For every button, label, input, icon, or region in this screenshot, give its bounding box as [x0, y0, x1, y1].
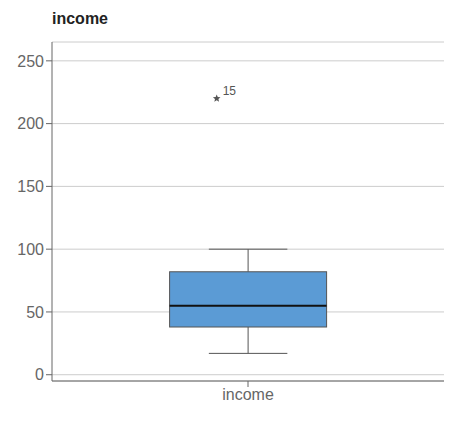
- html-text:income: income: [52, 10, 108, 27]
- svg-text:150: 150: [17, 178, 44, 195]
- svg-text:50: 50: [26, 304, 44, 321]
- svg-text:0: 0: [35, 366, 44, 383]
- svg-text:100: 100: [17, 241, 44, 258]
- svg-text:15: 15: [223, 84, 237, 98]
- svg-text:income: income: [222, 386, 274, 403]
- svg-text:200: 200: [17, 115, 44, 132]
- svg-text:250: 250: [17, 53, 44, 70]
